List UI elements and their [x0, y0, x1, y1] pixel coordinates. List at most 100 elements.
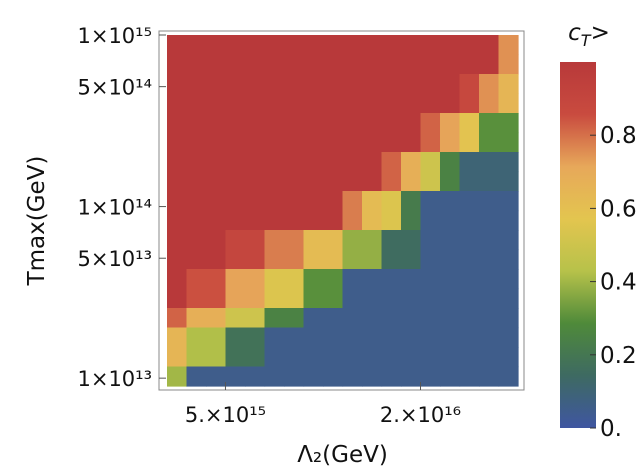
heatmap-cell — [459, 132, 480, 153]
heatmap-cell — [225, 152, 246, 173]
heatmap-cell — [342, 54, 363, 75]
heatmap-cell — [342, 347, 363, 368]
heatmap-cell — [245, 269, 266, 290]
colorbar-gradient — [560, 62, 596, 428]
heatmap-cell — [245, 132, 266, 153]
heatmap-cell — [186, 308, 207, 329]
heatmap-cell — [206, 152, 227, 173]
heatmap-cell — [206, 210, 227, 231]
heatmap-cell — [303, 35, 324, 56]
heatmap-cell — [167, 113, 188, 134]
heatmap-cell — [303, 93, 324, 114]
heatmap-cell — [479, 366, 500, 387]
heatmap-cell — [420, 132, 441, 153]
heatmap-cell — [342, 308, 363, 329]
heatmap-cell — [225, 288, 246, 309]
heatmap-cell — [264, 230, 285, 251]
heatmap-cell — [245, 366, 266, 387]
heatmap-cell — [167, 249, 188, 270]
heatmap-cell — [440, 35, 461, 56]
heatmap-cell — [362, 249, 383, 270]
heatmap-cell — [245, 113, 266, 134]
heatmap-cell — [479, 210, 500, 231]
heatmap-cell — [245, 171, 266, 192]
heatmap-cell — [323, 308, 344, 329]
heatmap-cell — [401, 191, 422, 212]
heatmap-cell — [401, 249, 422, 270]
heatmap-cell — [206, 327, 227, 348]
heatmap-cell — [342, 35, 363, 56]
heatmap-cell — [498, 308, 519, 329]
heatmap-cell — [206, 171, 227, 192]
heatmap-cell — [225, 93, 246, 114]
heatmap-cell — [459, 210, 480, 231]
heatmap-cell — [342, 210, 363, 231]
colorbar-tick-label: 0.8 — [600, 123, 637, 149]
heatmap-cell — [225, 366, 246, 387]
heatmap-cell — [401, 54, 422, 75]
heatmap-cell — [440, 152, 461, 173]
heatmap-cell — [420, 35, 441, 56]
heatmap-cell — [342, 269, 363, 290]
heatmap-cell — [498, 249, 519, 270]
heatmap-cell — [264, 152, 285, 173]
heatmap-cell — [459, 191, 480, 212]
heatmap-cell — [264, 54, 285, 75]
heatmap-cell — [440, 288, 461, 309]
heatmap-cell — [264, 74, 285, 95]
heatmap-cell — [498, 347, 519, 368]
heatmap-cell — [342, 132, 363, 153]
heatmap-cell — [323, 230, 344, 251]
heatmap-cell — [362, 152, 383, 173]
heatmap-cell — [167, 132, 188, 153]
heatmap-cell — [303, 288, 324, 309]
heatmap-cell — [284, 230, 305, 251]
heatmap-cell — [498, 74, 519, 95]
y-axis-ticks: 1×10¹⁵ 5×10¹⁴ 1×10¹⁴ 5×10¹³ 1×10¹³ — [77, 24, 166, 391]
heatmap-cell — [381, 191, 402, 212]
heatmap-cell — [186, 249, 207, 270]
plot-frame — [158, 30, 525, 391]
heatmap-cell — [264, 210, 285, 231]
heatmap-cell — [245, 35, 266, 56]
heatmap-cell — [459, 171, 480, 192]
heatmap-cell — [479, 171, 500, 192]
heatmap-cell — [303, 230, 324, 251]
heatmap-cell — [264, 35, 285, 56]
heatmap-cell — [264, 347, 285, 368]
y-tick-label: 1×10¹³ — [77, 367, 152, 391]
heatmap-cell — [264, 269, 285, 290]
heatmap-cell — [459, 269, 480, 290]
heatmap-cell — [401, 366, 422, 387]
x-tick-label: 2.×10¹⁶ — [380, 403, 461, 427]
heatmap-cell — [245, 93, 266, 114]
heatmap-cell — [342, 74, 363, 95]
x-tick-label: 5.×10¹⁵ — [185, 403, 266, 427]
heatmap-cell — [264, 113, 285, 134]
heatmap-cell — [362, 171, 383, 192]
heatmap-cell — [225, 113, 246, 134]
heatmap-cell — [264, 288, 285, 309]
heatmap-cell — [498, 288, 519, 309]
heatmap-cell — [186, 327, 207, 348]
heatmap-cell — [303, 191, 324, 212]
heatmap-cell — [303, 152, 324, 173]
heatmap-cell — [342, 152, 363, 173]
heatmap-cell — [381, 74, 402, 95]
heatmap-cell — [381, 54, 402, 75]
heatmap-cell — [323, 152, 344, 173]
heatmap-cell — [479, 74, 500, 95]
heatmap-cell — [284, 288, 305, 309]
heatmap-cell — [186, 269, 207, 290]
heatmap-cell — [303, 54, 324, 75]
heatmap-cell — [167, 230, 188, 251]
heatmap-cell — [362, 113, 383, 134]
heatmap-cell — [342, 327, 363, 348]
heatmap-cell — [284, 366, 305, 387]
heatmap-cell — [381, 308, 402, 329]
heatmap-cell — [342, 171, 363, 192]
heatmap-cell — [381, 288, 402, 309]
heatmap-cell — [284, 249, 305, 270]
heatmap-cell — [245, 152, 266, 173]
colorbar-tick-label: 0.2 — [600, 343, 637, 369]
